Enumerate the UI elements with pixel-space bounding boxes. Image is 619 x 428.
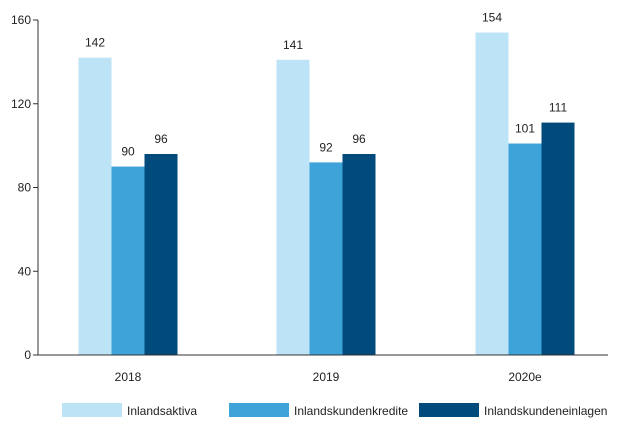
legend-label: Inlandskundenkredite: [294, 404, 408, 418]
bar-inlandskundenkredite-2019: [309, 162, 343, 355]
data-label: 111: [549, 101, 568, 115]
data-labels: 142 90 96 141 92 96 154 101 111: [85, 11, 567, 159]
data-label: 141: [283, 38, 303, 52]
data-label: 90: [121, 145, 135, 159]
x-axis: 2018 2019 2020e: [38, 354, 608, 384]
bar-inlandsaktiva-2018: [78, 57, 112, 355]
bar-inlandskundeneinlagen-2020e: [541, 122, 575, 355]
data-label: 92: [319, 140, 333, 154]
bar-inlandskundenkredite-2020e: [508, 143, 542, 355]
data-label: 96: [352, 132, 366, 146]
legend: Inlandsaktiva Inlandskundenkredite Inlands…: [62, 403, 607, 418]
bar-inlandskundenkredite-2018: [111, 166, 145, 355]
bar-inlandskundeneinlagen-2019: [342, 154, 376, 355]
x-tick-label: 2018: [115, 370, 142, 384]
data-label: 142: [85, 36, 105, 50]
bar-inlandsaktiva-2020e: [475, 32, 509, 355]
bars: [78, 32, 575, 355]
y-tick-label: 80: [18, 181, 32, 195]
data-label: 154: [482, 11, 502, 25]
data-label: 96: [154, 132, 168, 146]
bar-inlandsaktiva-2019: [276, 59, 310, 355]
legend-label: Inlandskundeneinlagen: [484, 404, 607, 418]
y-tick-label: 160: [11, 13, 31, 27]
legend-swatch: [62, 403, 122, 417]
x-tick-label: 2019: [313, 370, 340, 384]
y-tick-label: 120: [11, 97, 31, 111]
legend-label: Inlandsaktiva: [127, 404, 197, 418]
bar-inlandskundeneinlagen-2018: [144, 154, 178, 355]
y-tick-label: 0: [24, 348, 31, 362]
legend-swatch: [419, 403, 479, 417]
y-tick-label: 40: [18, 264, 32, 278]
x-tick-label: 2020e: [508, 370, 542, 384]
y-axis: 0 40 80 120 160: [11, 13, 39, 362]
legend-swatch: [229, 403, 289, 417]
data-label: 101: [515, 122, 535, 136]
